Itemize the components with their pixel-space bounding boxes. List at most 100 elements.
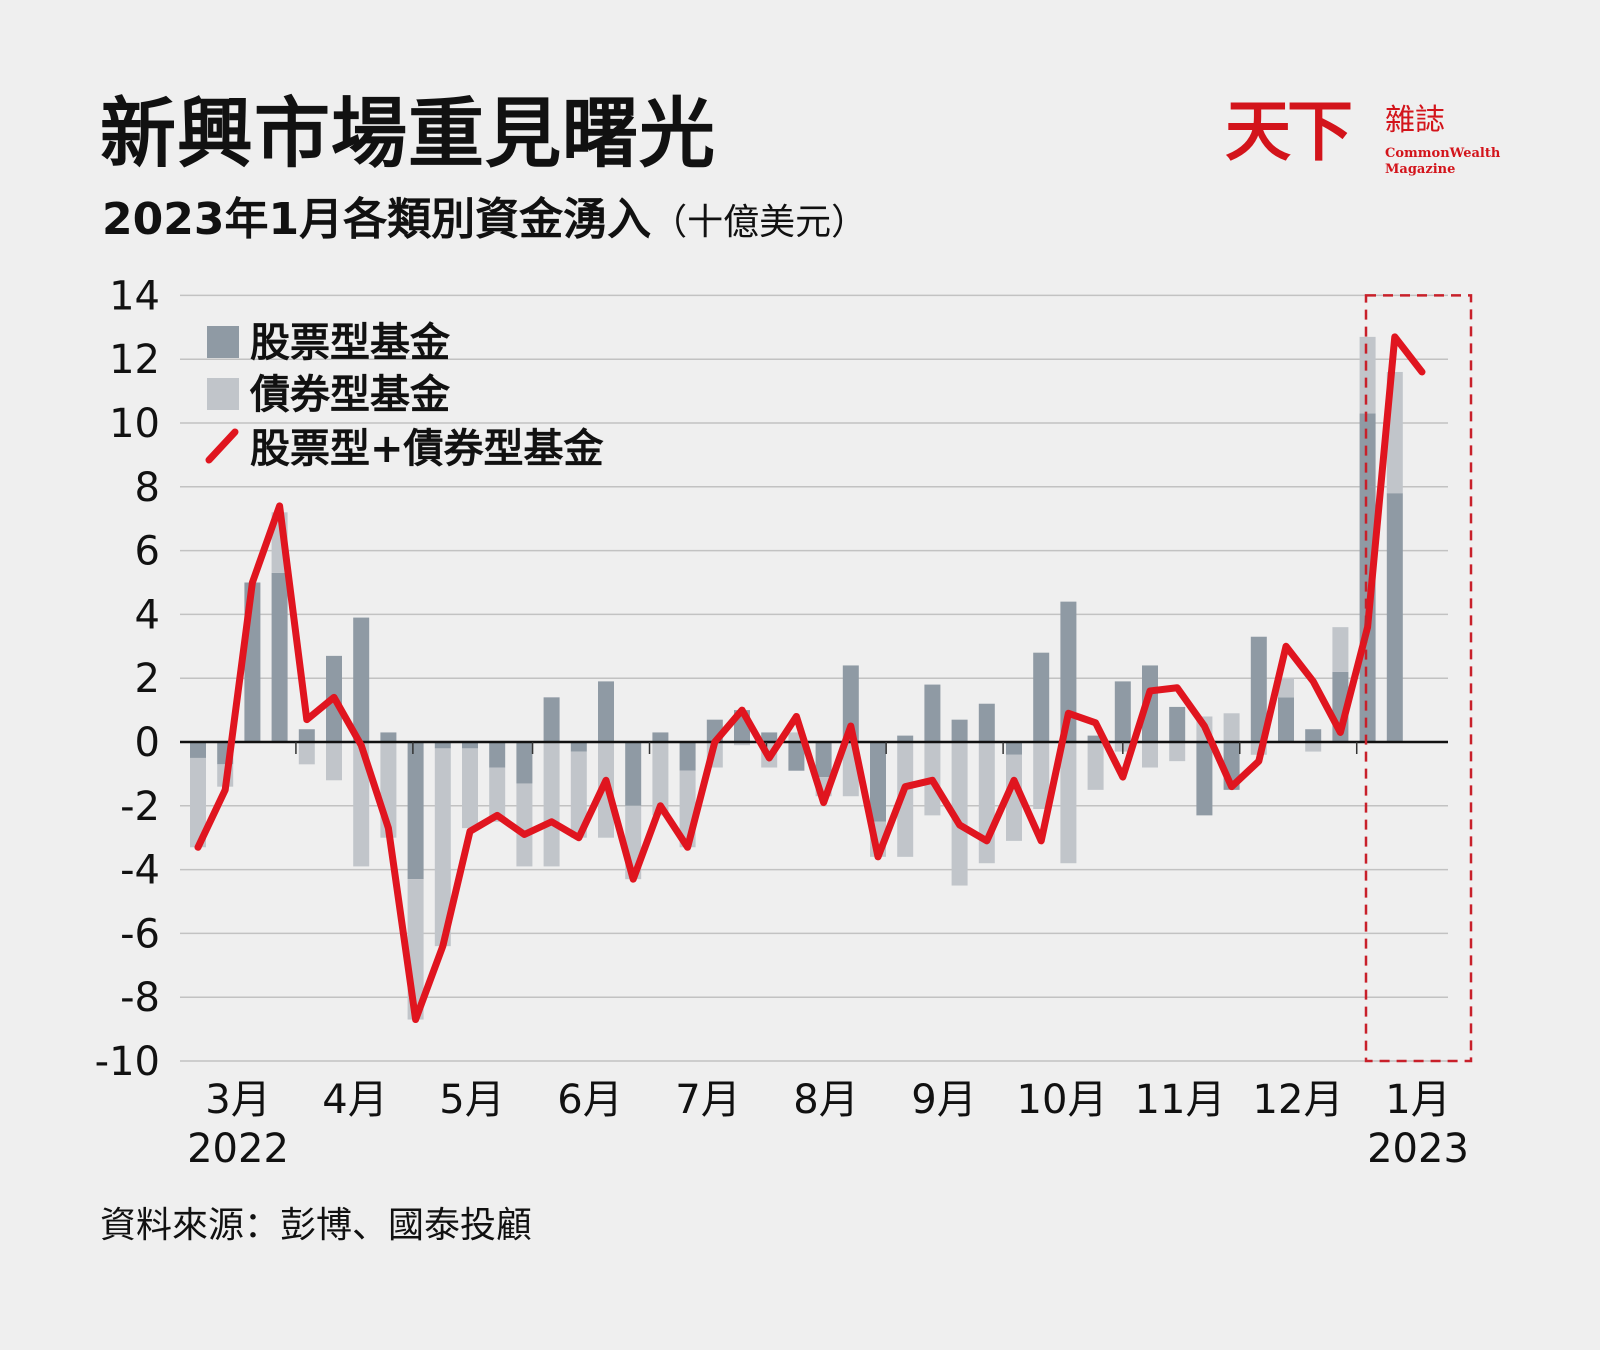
chart-subtitle: 2023年1月各類別資金湧入（十億美元）	[102, 198, 867, 242]
bar-segment	[1386, 493, 1403, 742]
svg-text:股票型+債券型基金: 股票型+債券型基金	[250, 426, 605, 472]
bar-segment	[353, 742, 370, 867]
bar-segment	[434, 742, 451, 749]
logo-zh: 雜誌	[1385, 103, 1445, 138]
bar-segment	[1142, 742, 1158, 768]
svg-text:股票型基金: 股票型基金	[250, 320, 451, 366]
bar-segment	[543, 697, 560, 742]
bar-segment	[1305, 729, 1322, 742]
unit-label: （十億美元）	[651, 202, 868, 243]
x-month-label: 1月	[1385, 1077, 1450, 1123]
bar-segment	[1332, 627, 1349, 672]
bar-segment	[870, 742, 886, 822]
bar-segment	[652, 742, 669, 816]
logo-en-line1: CommonWealth	[1385, 146, 1501, 161]
y-tick-label: 4	[135, 592, 160, 638]
x-month-label: 4月	[322, 1077, 387, 1123]
bar-segment	[570, 742, 587, 752]
bar-segment	[1006, 754, 1022, 841]
bar-segment	[951, 742, 968, 886]
bar-segment	[1223, 713, 1240, 742]
y-tick-label: -10	[95, 1039, 160, 1085]
bar-segment	[298, 742, 315, 765]
y-tick-label: 2	[135, 656, 160, 702]
bar-segment	[788, 742, 805, 771]
bar-segment	[462, 742, 478, 749]
bar-segment	[1169, 742, 1186, 762]
bar-segment	[1060, 601, 1077, 742]
y-tick-label: 12	[109, 337, 160, 383]
bar-segment	[625, 742, 642, 806]
bar-segment	[434, 748, 451, 947]
bar-segment	[543, 742, 560, 867]
bar-segment	[679, 742, 696, 771]
x-year-label: 2022	[187, 1126, 289, 1172]
y-tick-label: -2	[120, 784, 160, 830]
commonwealth-logo: 天下 雜誌 CommonWealth Magazine	[1225, 98, 1505, 188]
bar-segment	[516, 742, 533, 784]
bar-segment	[1196, 742, 1213, 816]
bar-segment	[924, 684, 941, 742]
grid-lines	[180, 294, 1448, 1062]
bar-segment	[1087, 735, 1104, 742]
total-flow-line	[194, 333, 1426, 1024]
x-month-label: 6月	[557, 1077, 622, 1123]
x-month-label: 8月	[793, 1077, 858, 1123]
x-month-label: 7月	[675, 1077, 740, 1123]
bar-segment	[326, 742, 342, 781]
bar-segment	[734, 742, 750, 746]
bar-segment	[1278, 697, 1294, 742]
bar-segment	[1359, 413, 1376, 742]
y-tick-label: 10	[109, 401, 160, 447]
bar-segment	[652, 732, 669, 742]
bar-segment	[271, 572, 288, 742]
bar-segment	[298, 729, 315, 742]
bar-segment	[489, 767, 506, 822]
bar-segment	[1169, 706, 1186, 742]
bar-segment	[380, 732, 397, 742]
highlight-box	[1364, 294, 1473, 1063]
bar-segment	[353, 617, 370, 742]
bar-segment	[815, 742, 832, 778]
bar-segment	[978, 742, 995, 864]
bar-segment	[1142, 665, 1158, 742]
bar-segment	[1114, 681, 1131, 742]
bar-segment	[1250, 636, 1267, 742]
bar-segment	[1087, 742, 1104, 790]
bar-segment	[842, 665, 859, 742]
bar-segment	[978, 703, 995, 742]
bar-segment	[1033, 742, 1050, 809]
bar-segment	[1278, 678, 1294, 698]
bar-segment	[1060, 742, 1077, 864]
x-month-label: 3月	[205, 1077, 270, 1123]
bar-segment	[516, 783, 533, 867]
x-year-label: 2023	[1367, 1126, 1469, 1172]
x-month-label: 5月	[439, 1077, 504, 1123]
chart-title: 新興市場重見曙光	[100, 89, 716, 178]
bar-segment	[761, 732, 778, 742]
subtitle-text: 2023年1月各類別資金湧入	[102, 194, 652, 245]
x-month-label: 9月	[911, 1077, 976, 1123]
bar-segment	[951, 719, 968, 742]
y-tick-label: 14	[109, 273, 160, 319]
bar-segment	[1033, 652, 1050, 742]
bar-segment	[1006, 742, 1022, 755]
bar-segment	[570, 751, 587, 838]
x-month-label: 12月	[1253, 1077, 1344, 1123]
bar-segment	[1359, 336, 1376, 414]
bar-segment	[1305, 742, 1322, 752]
logo-en: CommonWealth Magazine	[1385, 146, 1500, 177]
x-month-label: 11月	[1135, 1077, 1226, 1123]
y-tick-label: -4	[120, 848, 160, 894]
y-axis-ticks: 14 12 10 8 6 4 2 0 -2 -4 -6 -8 -10	[95, 273, 160, 1085]
bar-segment	[462, 748, 478, 829]
y-tick-label: -8	[120, 975, 160, 1021]
bar-segment	[190, 742, 206, 758]
bar-segment	[407, 742, 424, 880]
source-note: 資料來源：彭博、國泰投顧	[100, 1205, 533, 1246]
y-tick-label: 8	[135, 465, 160, 511]
bar-segment	[897, 742, 914, 857]
bar-segment	[489, 742, 506, 768]
